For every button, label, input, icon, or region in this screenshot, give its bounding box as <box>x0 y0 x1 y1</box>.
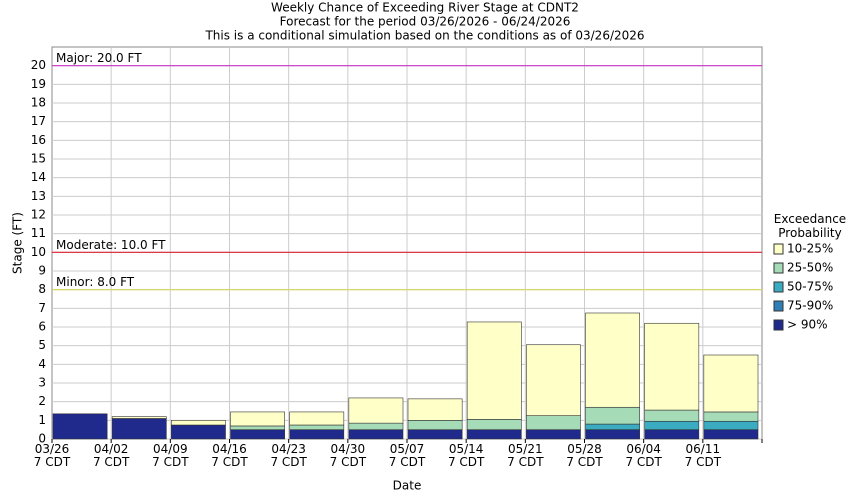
bar-segment <box>289 424 345 430</box>
bar-segment <box>585 423 640 430</box>
bar-segment <box>230 429 285 440</box>
y-tick-label: 4 <box>38 357 46 371</box>
bar-segment <box>171 424 226 440</box>
bar-segment <box>585 429 640 440</box>
x-tick-label: 05/21 7 CDT <box>507 442 544 469</box>
bar-segment <box>466 321 522 420</box>
bar-segment <box>703 429 759 440</box>
bar-segment <box>703 420 759 430</box>
legend-swatch <box>773 300 784 312</box>
x-tick-label: 06/04 7 CDT <box>625 442 662 469</box>
legend-label: 50-75% <box>787 280 833 294</box>
bar-segment <box>348 397 404 424</box>
x-tick-label: 05/14 7 CDT <box>447 442 485 469</box>
x-tick-label: 04/02 7 CDT <box>92 442 130 469</box>
bar-segment <box>644 322 700 411</box>
threshold-label: Moderate: 10.0 FT <box>56 238 166 252</box>
x-tick-label: 06/11 7 CDT <box>684 442 722 469</box>
x-tick-label: 03/26 7 CDT <box>33 442 71 469</box>
y-tick-label: 13 <box>31 189 46 203</box>
bar-segment <box>585 406 640 425</box>
legend-swatch <box>773 281 784 293</box>
x-tick-label: 04/16 7 CDT <box>211 442 248 469</box>
bar-segment <box>644 429 700 440</box>
y-axis-label: Stage (FT) <box>11 212 25 274</box>
bar-segment <box>407 429 463 440</box>
bar-segment <box>171 420 226 426</box>
bar-segment <box>703 411 759 422</box>
x-tick-label: 04/30 7 CDT <box>329 442 367 469</box>
bar-segment <box>644 409 700 422</box>
bar-segment <box>526 429 581 440</box>
bar-segment <box>111 416 167 419</box>
chart-subtitle: Forecast for the period 03/26/2026 - 06/… <box>280 15 571 29</box>
chart-title: Weekly Chance of Exceeding River Stage a… <box>271 1 579 15</box>
y-tick-label: 15 <box>31 152 46 166</box>
bar-segment <box>526 344 581 416</box>
y-tick-label: 8 <box>38 282 46 296</box>
y-tick-label: 20 <box>31 58 46 72</box>
bar-segment <box>585 312 640 408</box>
legend-label: 75-90% <box>787 299 833 313</box>
bar-segment <box>703 354 759 413</box>
x-tick-label: 04/09 7 CDT <box>152 442 189 469</box>
y-tick-label: 3 <box>38 376 46 390</box>
x-axis-label: Date <box>393 479 422 493</box>
y-tick-label: 14 <box>31 170 46 184</box>
legend-swatch <box>773 319 784 331</box>
chart-note: This is a conditional simulation based o… <box>204 29 644 43</box>
y-tick-label: 12 <box>31 208 46 222</box>
bar-segment <box>348 429 404 440</box>
y-tick-label: 16 <box>31 133 46 147</box>
bar-segment <box>111 418 167 440</box>
bar-segment <box>644 420 700 430</box>
y-tick-label: 9 <box>38 264 46 278</box>
x-tick-label: 04/23 7 CDT <box>270 442 307 469</box>
threshold-label: Minor: 8.0 FT <box>56 275 135 289</box>
legend-label: 10-25% <box>787 242 833 256</box>
y-tick-label: 1 <box>38 413 46 427</box>
y-tick-label: 10 <box>31 245 46 259</box>
bar-segment <box>289 411 345 426</box>
bar-segment <box>526 415 581 430</box>
threshold-label: Major: 20.0 FT <box>56 51 142 65</box>
bar-segment <box>348 422 404 430</box>
y-tick-label: 0 <box>38 432 46 446</box>
bar-segment <box>466 429 522 440</box>
legend-label: > 90% <box>787 318 828 332</box>
bar-segment <box>407 420 463 430</box>
y-tick-label: 7 <box>38 301 46 315</box>
y-tick-label: 19 <box>31 77 46 91</box>
x-tick-label: 05/28 7 CDT <box>566 442 603 469</box>
y-tick-label: 18 <box>31 96 46 110</box>
y-tick-label: 6 <box>38 320 46 334</box>
bar-segment <box>466 419 522 430</box>
legend-title: Exceedance Probability <box>773 212 847 240</box>
legend-swatch <box>773 262 784 274</box>
bar-segment <box>289 429 345 440</box>
legend-label: 25-50% <box>787 261 833 275</box>
x-tick-label: 05/07 7 CDT <box>388 442 426 469</box>
y-tick-label: 2 <box>38 394 46 408</box>
bar-segment <box>52 413 108 440</box>
legend-swatch <box>773 243 784 255</box>
bar-segment <box>230 411 285 427</box>
y-tick-label: 17 <box>31 114 46 128</box>
y-tick-label: 11 <box>31 226 46 240</box>
bar-segment <box>407 398 463 421</box>
y-tick-label: 5 <box>38 338 46 352</box>
bar-segment <box>230 425 285 430</box>
